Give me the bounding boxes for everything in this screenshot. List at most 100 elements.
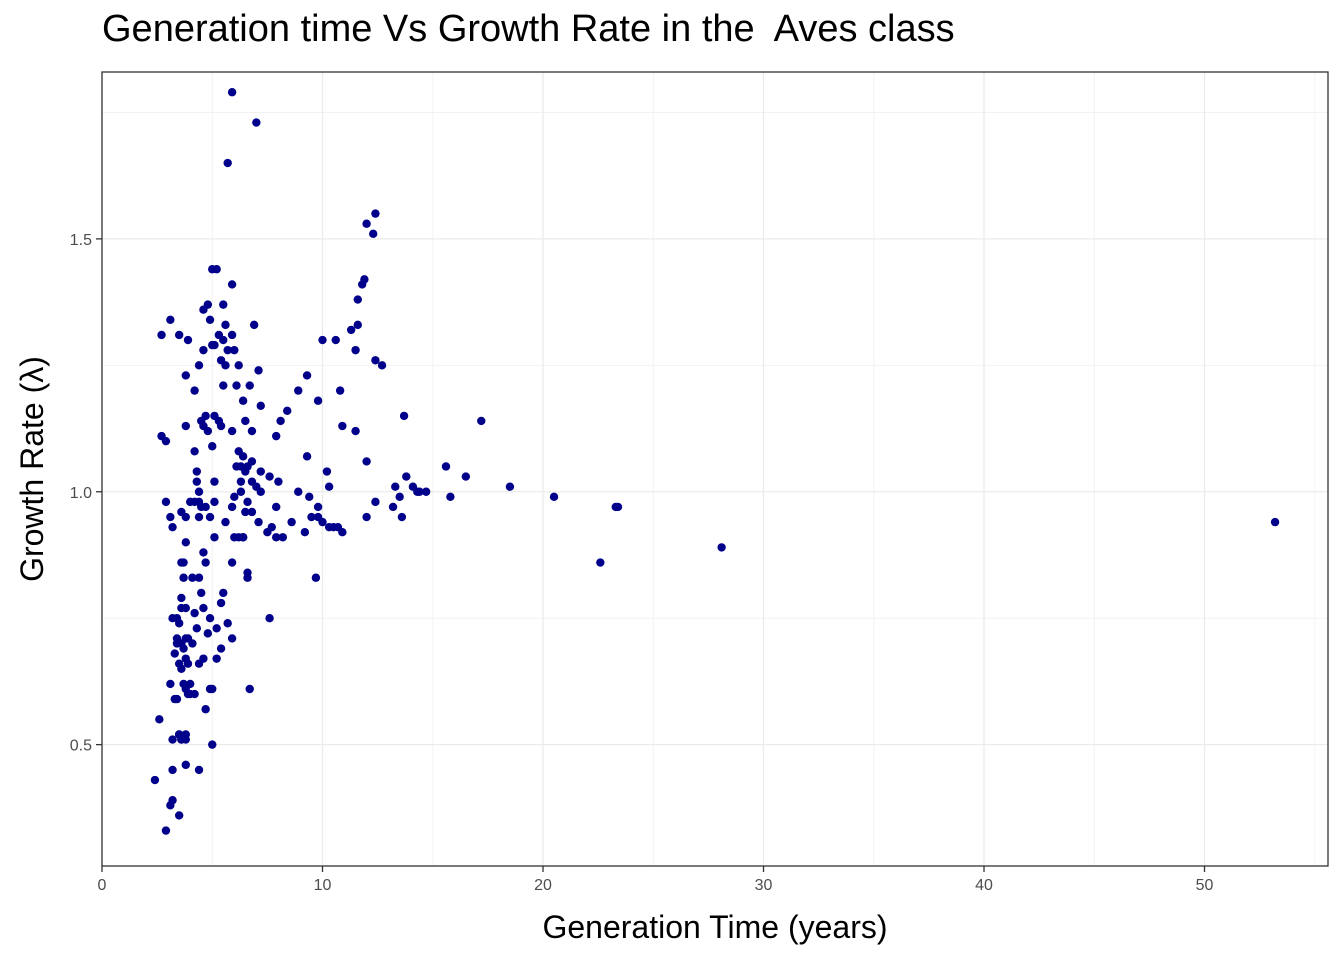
data-point: [203, 629, 213, 638]
data-point: [203, 426, 213, 436]
data-point: [230, 345, 239, 355]
data-point: [201, 502, 210, 512]
data-point: [283, 406, 292, 416]
data-point: [351, 345, 360, 355]
data-point: [199, 603, 208, 613]
data-point: [188, 639, 197, 648]
data-point: [271, 533, 281, 542]
data-point: [446, 492, 455, 502]
data-point: [274, 477, 283, 486]
data-point: [201, 705, 210, 714]
data-point: [194, 512, 204, 522]
data-point: [166, 801, 175, 810]
data-point: [256, 467, 265, 476]
data-point: [265, 472, 274, 481]
data-point: [717, 543, 726, 552]
data-point: [294, 386, 303, 395]
data-point: [223, 158, 232, 168]
data-point: [166, 679, 175, 689]
data-point: [170, 649, 179, 658]
data-point: [166, 315, 175, 325]
data-point: [241, 507, 250, 517]
x-tick-label: 50: [1196, 877, 1214, 894]
data-point: [186, 689, 195, 699]
data-point: [247, 426, 257, 436]
data-point: [219, 300, 228, 309]
data-point: [311, 573, 321, 582]
data-point: [322, 467, 332, 476]
data-point: [194, 765, 204, 775]
data-point: [413, 487, 422, 496]
data-point: [192, 477, 202, 486]
grid-lines: [101, 72, 1328, 866]
y-axis-title: Growth Rate (λ): [14, 356, 50, 582]
data-point: [263, 528, 272, 537]
data-point: [227, 280, 237, 289]
data-point: [238, 396, 248, 405]
data-point: [219, 588, 228, 598]
data-point: [190, 386, 199, 395]
data-point: [168, 765, 177, 775]
data-point: [278, 533, 288, 542]
data-point: [388, 502, 398, 512]
data-point: [219, 381, 228, 390]
data-point: [174, 811, 184, 820]
y-tick-label: 1.0: [70, 485, 92, 502]
data-point: [238, 452, 248, 461]
data-point: [179, 573, 188, 582]
data-point: [208, 740, 217, 749]
data-point: [177, 558, 186, 567]
data-point: [477, 416, 486, 426]
data-point: [324, 482, 334, 491]
data-point: [247, 507, 257, 517]
data-point: [243, 573, 252, 582]
data-point: [441, 462, 451, 471]
data-point: [227, 634, 237, 643]
data-point: [313, 502, 323, 512]
data-point: [188, 573, 197, 582]
data-point: [205, 613, 215, 623]
data-point: [227, 88, 237, 97]
data-point: [208, 442, 217, 451]
data-point: [254, 366, 263, 375]
data-point: [181, 603, 190, 613]
data-point: [201, 558, 210, 567]
data-point: [307, 512, 316, 522]
data-point: [219, 335, 228, 345]
x-tick-label: 30: [755, 877, 773, 894]
data-point: [157, 330, 166, 340]
data-point: [276, 416, 285, 426]
data-point: [177, 664, 186, 673]
data-point: [371, 209, 380, 218]
data-point: [371, 497, 380, 507]
plot-panel-border: [101, 71, 1329, 867]
data-point: [168, 735, 177, 744]
data-point: [216, 598, 226, 608]
data-point: [256, 487, 265, 496]
data-point: [596, 558, 605, 567]
data-point: [271, 431, 281, 441]
data-point: [287, 517, 296, 527]
data-point: [181, 421, 190, 431]
data-point: [168, 522, 177, 532]
x-axis-ticks: 0 10 20 30 40 50: [98, 866, 1214, 894]
data-point: [371, 356, 380, 365]
data-point: [338, 421, 347, 431]
data-point: [230, 492, 239, 502]
data-point: [190, 608, 199, 618]
data-point: [236, 477, 246, 486]
data-point: [611, 502, 620, 512]
data-point: [271, 502, 281, 512]
data-point: [221, 517, 230, 527]
data-point: [223, 619, 232, 628]
data-point: [155, 715, 164, 724]
x-tick-label: 40: [975, 877, 993, 894]
data-point: [1270, 517, 1280, 527]
x-tick-label: 0: [98, 877, 107, 894]
data-point: [210, 497, 219, 507]
data-point: [205, 512, 215, 522]
data-point: [300, 528, 310, 537]
data-point: [208, 265, 217, 274]
data-point: [227, 558, 237, 567]
data-point: [194, 361, 204, 370]
